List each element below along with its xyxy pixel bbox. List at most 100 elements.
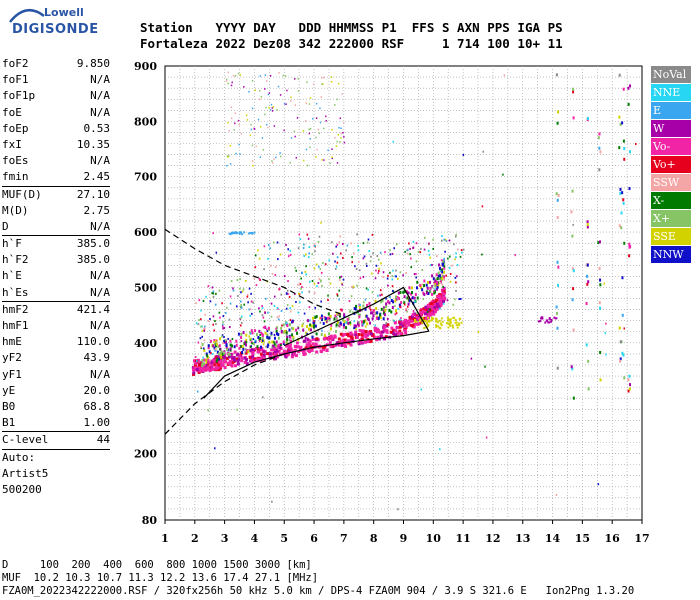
echo-point — [208, 368, 212, 372]
legend-entry-sse: SSE — [651, 227, 691, 246]
echo-point — [206, 367, 210, 371]
echo-point — [213, 357, 216, 360]
echo-point — [406, 305, 409, 308]
header-labels-cell: HHMMSS — [328, 20, 374, 35]
echo-point — [555, 192, 558, 196]
echo-point — [409, 247, 411, 250]
echo-point — [223, 336, 225, 339]
echo-point — [375, 269, 377, 272]
echo-point — [289, 161, 291, 164]
echo-point — [212, 323, 215, 326]
echo-point — [311, 279, 314, 282]
echo-point — [225, 345, 228, 349]
profile-solid-line — [203, 330, 429, 399]
echo-point — [240, 359, 244, 363]
echo-point — [414, 315, 418, 319]
echo-point — [296, 117, 299, 119]
echo-point — [342, 278, 345, 281]
echo-point — [403, 303, 406, 306]
echo-point — [442, 263, 445, 267]
echo-point — [306, 319, 309, 323]
echo-point — [622, 139, 625, 143]
echo-point — [207, 409, 209, 412]
echo-point — [203, 349, 206, 353]
echo-point — [343, 136, 345, 138]
param-value: 421.4 — [76, 302, 110, 316]
echo-point — [289, 253, 292, 256]
echo-point — [557, 283, 560, 287]
echo-point — [343, 122, 345, 124]
echo-point — [249, 134, 252, 137]
echo-point — [323, 159, 325, 161]
echo-point — [448, 239, 451, 242]
echo-point — [307, 237, 310, 240]
echo-point — [321, 159, 323, 161]
echo-point — [455, 324, 458, 327]
echo-point — [383, 325, 387, 329]
echo-point — [259, 352, 263, 356]
echo-point — [230, 344, 233, 348]
echo-point — [586, 220, 589, 224]
echo-point — [449, 318, 452, 321]
echo-point — [271, 344, 275, 348]
echo-point — [206, 359, 210, 363]
x-tick-label: 4 — [251, 532, 259, 545]
echo-point — [437, 283, 440, 287]
echo-point — [415, 276, 418, 279]
echo-point — [355, 335, 359, 339]
echo-point — [400, 301, 403, 305]
echo-point — [337, 133, 340, 136]
echo-point — [213, 341, 215, 344]
echo-point — [308, 246, 311, 249]
echo-point — [199, 361, 202, 364]
echo-point — [381, 293, 383, 296]
echo-point — [288, 323, 291, 327]
echo-point — [556, 326, 559, 330]
echo-point — [237, 119, 240, 122]
echo-point — [628, 187, 631, 191]
echo-point — [329, 162, 331, 165]
echo-point — [263, 268, 265, 271]
param-separator — [2, 448, 110, 450]
echo-point — [599, 278, 602, 282]
echo-point — [374, 277, 377, 280]
echo-point — [444, 238, 447, 241]
echo-point — [297, 283, 299, 286]
echo-point — [423, 326, 426, 329]
echo-point — [357, 249, 360, 252]
echo-point — [350, 333, 354, 337]
echo-point — [460, 321, 463, 324]
x-tick-label: 9 — [400, 532, 408, 545]
echo-point — [265, 345, 267, 348]
echo-point — [408, 299, 411, 303]
echo-point — [262, 396, 264, 399]
echo-point — [223, 339, 226, 343]
echo-point — [419, 311, 423, 315]
echo-point — [338, 313, 341, 316]
echo-point — [210, 360, 214, 364]
param-row-fxi: fxI 10.35 — [2, 137, 110, 153]
echo-point — [260, 125, 262, 128]
echo-point — [441, 296, 445, 300]
echo-point — [198, 319, 200, 322]
echo-point — [395, 309, 398, 313]
echo-point — [366, 322, 369, 326]
echo-point — [303, 159, 305, 162]
echo-point — [340, 282, 343, 285]
echo-point — [273, 304, 276, 307]
echo-point — [439, 448, 441, 451]
echo-point — [282, 349, 286, 353]
echo-point — [358, 260, 360, 263]
echo-point — [228, 232, 231, 235]
y-tick-label: 700 — [134, 171, 157, 184]
echo-point — [325, 115, 327, 118]
header-values-cell: 11 — [547, 36, 563, 51]
echo-point — [440, 280, 442, 283]
echo-point — [408, 286, 411, 290]
echo-point — [250, 231, 253, 234]
echo-point — [392, 269, 394, 272]
echo-point — [319, 107, 321, 110]
echo-point — [277, 332, 280, 336]
y-tick-label: 300 — [134, 392, 157, 405]
echo-point — [353, 307, 356, 311]
